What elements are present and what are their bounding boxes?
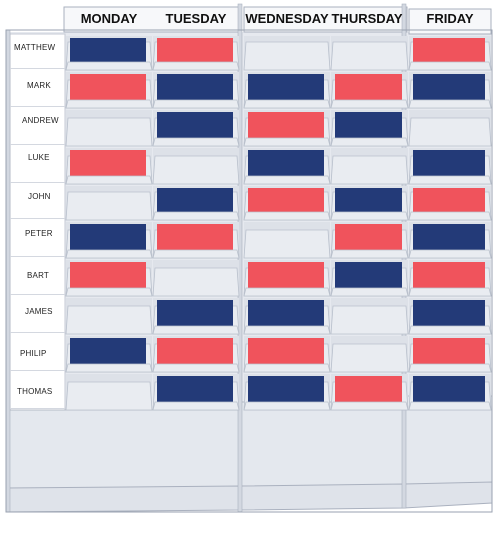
pocket-lip xyxy=(330,401,409,411)
pocket-lip xyxy=(65,363,153,373)
pocket-lip xyxy=(152,211,240,221)
pocket-front xyxy=(65,305,153,335)
name-label-bart: BART xyxy=(27,271,49,280)
pocket-front xyxy=(330,343,409,373)
day-label-monday: MONDAY xyxy=(80,11,138,26)
pocket-lip xyxy=(65,249,153,259)
board-outline xyxy=(5,29,493,513)
name-label-matthew: MATTHEW xyxy=(14,43,56,52)
day-label-wednesday: WEDNESDAY xyxy=(245,11,329,26)
day-label-tuesday: TUESDAY xyxy=(165,11,227,26)
name-label-luke: LUKE xyxy=(28,153,50,162)
name-row-divider xyxy=(10,294,65,295)
pocket-lip xyxy=(243,287,331,297)
pocket-lip xyxy=(330,211,409,221)
name-label-peter: PETER xyxy=(25,229,53,238)
name-label-andrew: ANDREW xyxy=(22,116,59,125)
name-label-thomas: THOMAS xyxy=(17,387,53,396)
name-row-divider xyxy=(10,332,65,333)
pocket-lip xyxy=(408,211,492,221)
name-row-divider xyxy=(10,370,65,371)
pocket-lip xyxy=(330,137,409,147)
pocket-lip xyxy=(65,287,153,297)
base-rail-right xyxy=(403,481,493,509)
pocket-front xyxy=(408,117,492,147)
pocket-lip xyxy=(408,61,492,71)
name-label-mark: MARK xyxy=(27,81,51,90)
pocket-lip xyxy=(152,61,240,71)
pocket-lip xyxy=(243,401,331,411)
pocket-lip xyxy=(243,99,331,109)
pocket-front xyxy=(330,305,409,335)
header-strip-middle xyxy=(243,6,408,33)
name-row-divider xyxy=(10,68,65,69)
bottom-tray-right xyxy=(403,395,493,485)
name-row-divider xyxy=(10,256,65,257)
pocket-lip xyxy=(330,249,409,259)
pocket-lip xyxy=(408,99,492,109)
pocket-lip xyxy=(243,137,331,147)
pocket-front xyxy=(65,381,153,411)
pocket-lip xyxy=(152,137,240,147)
pocket-front xyxy=(243,229,331,259)
pocket-lip xyxy=(408,175,492,185)
name-label-john: JOHN xyxy=(28,192,51,201)
pocket-front xyxy=(330,155,409,185)
pocket-lip xyxy=(152,99,240,109)
pocket-lip xyxy=(408,325,492,335)
header-strip-left xyxy=(63,6,241,33)
pocket-lip xyxy=(65,175,153,185)
pocket-lip xyxy=(243,211,331,221)
pocket-front xyxy=(65,117,153,147)
name-row-divider xyxy=(10,182,65,183)
name-label-james: JAMES xyxy=(25,307,53,316)
day-label-friday: FRIDAY xyxy=(426,11,474,26)
pocket-lip xyxy=(330,99,409,109)
base-rail-left xyxy=(5,485,241,513)
name-row-divider xyxy=(10,408,65,409)
name-row-divider xyxy=(10,218,65,219)
pocket-lip xyxy=(408,287,492,297)
pocket-lip xyxy=(408,249,492,259)
pocket-front xyxy=(330,41,409,71)
bottom-tray-middle xyxy=(239,401,405,487)
pocket-lip xyxy=(152,363,240,373)
pocket-lip xyxy=(152,249,240,259)
pocket-lip xyxy=(408,363,492,373)
pocket-lip xyxy=(152,325,240,335)
pocket-lip xyxy=(65,61,153,71)
panel-separator xyxy=(5,29,11,513)
pocket-lip xyxy=(243,175,331,185)
name-row-divider xyxy=(10,144,65,145)
pocket-front xyxy=(152,155,240,185)
card-layer xyxy=(65,38,492,411)
pocket-lip xyxy=(330,287,409,297)
name-label-philip: PHILIP xyxy=(20,349,47,358)
day-label-thursday: THURSDAY xyxy=(331,11,403,26)
pocket-front xyxy=(65,191,153,221)
pocket-lip xyxy=(243,363,331,373)
pocket-front xyxy=(243,41,331,71)
pocket-lip xyxy=(243,325,331,335)
pocket-lip xyxy=(65,99,153,109)
pocket-front xyxy=(152,267,240,297)
bottom-tray-left xyxy=(7,409,241,489)
pocket-lip xyxy=(152,401,240,411)
name-card-column xyxy=(9,33,66,413)
pocket-lip xyxy=(408,401,492,411)
base-rail-middle xyxy=(239,483,405,511)
name-row-divider xyxy=(10,106,65,107)
